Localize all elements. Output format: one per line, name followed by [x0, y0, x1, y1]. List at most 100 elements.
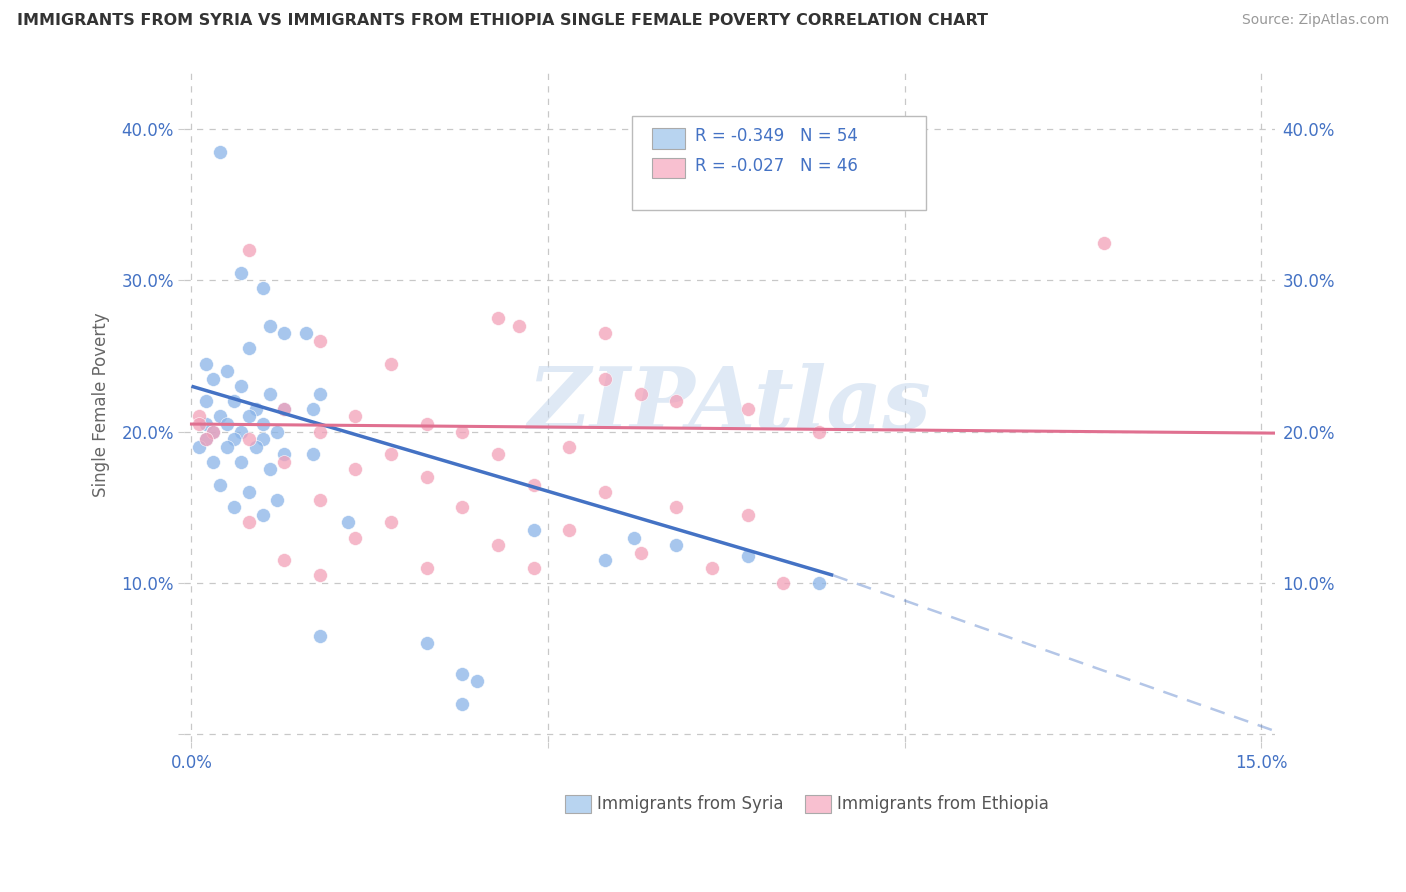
Point: [201, 425, 224, 439]
FancyBboxPatch shape: [806, 795, 831, 814]
Point: [451, 697, 474, 711]
Point: [201, 425, 224, 439]
Point: [523, 523, 546, 537]
Point: [273, 326, 295, 341]
Point: [344, 462, 367, 476]
Point: [665, 538, 688, 552]
Point: [217, 417, 239, 431]
FancyBboxPatch shape: [652, 128, 685, 149]
Text: Immigrants from Ethiopia: Immigrants from Ethiopia: [837, 795, 1049, 813]
Point: [523, 477, 546, 491]
Point: [593, 553, 616, 567]
Point: [344, 531, 367, 545]
Point: [238, 342, 260, 356]
Point: [238, 485, 260, 500]
Point: [238, 409, 260, 424]
Point: [252, 417, 274, 431]
Point: [208, 145, 231, 159]
Point: [737, 508, 759, 522]
Point: [486, 311, 509, 326]
Text: IMMIGRANTS FROM SYRIA VS IMMIGRANTS FROM ETHIOPIA SINGLE FEMALE POVERTY CORRELAT: IMMIGRANTS FROM SYRIA VS IMMIGRANTS FROM…: [17, 13, 988, 29]
Point: [737, 401, 759, 416]
Point: [308, 629, 330, 643]
Point: [337, 516, 360, 530]
Point: [308, 334, 330, 348]
Point: [217, 440, 239, 454]
Point: [451, 425, 474, 439]
Point: [772, 575, 794, 590]
Point: [194, 394, 217, 409]
Point: [194, 432, 217, 446]
Point: [308, 568, 330, 582]
Point: [558, 523, 581, 537]
Point: [486, 447, 509, 461]
FancyBboxPatch shape: [652, 158, 685, 178]
Point: [416, 470, 439, 484]
Point: [301, 401, 323, 416]
Point: [807, 425, 830, 439]
Point: [259, 386, 281, 401]
Point: [273, 401, 295, 416]
Point: [252, 432, 274, 446]
Point: [630, 546, 652, 560]
Point: [807, 575, 830, 590]
Point: [252, 281, 274, 295]
Point: [217, 364, 239, 378]
Point: [558, 440, 581, 454]
Point: [208, 409, 231, 424]
Point: [380, 447, 402, 461]
Point: [273, 401, 295, 416]
Point: [238, 516, 260, 530]
Y-axis label: Single Female Poverty: Single Female Poverty: [93, 313, 110, 498]
Point: [593, 485, 616, 500]
Point: [252, 508, 274, 522]
Point: [1092, 235, 1115, 250]
Point: [273, 553, 295, 567]
Point: [308, 386, 330, 401]
Point: [194, 357, 217, 371]
Point: [231, 455, 253, 469]
Point: [245, 401, 267, 416]
Point: [380, 516, 402, 530]
Point: [593, 372, 616, 386]
Point: [187, 409, 209, 424]
Point: [630, 386, 652, 401]
Point: [737, 549, 759, 563]
Point: [266, 425, 288, 439]
Point: [451, 500, 474, 515]
Point: [273, 447, 295, 461]
Point: [224, 432, 246, 446]
Point: [194, 432, 217, 446]
Point: [201, 455, 224, 469]
Point: [194, 417, 217, 431]
Point: [224, 500, 246, 515]
Point: [700, 561, 723, 575]
Point: [201, 372, 224, 386]
Point: [259, 318, 281, 333]
Point: [486, 538, 509, 552]
Point: [273, 455, 295, 469]
Point: [259, 462, 281, 476]
Point: [416, 417, 439, 431]
Point: [523, 561, 546, 575]
Point: [380, 357, 402, 371]
Point: [623, 531, 645, 545]
Point: [187, 440, 209, 454]
FancyBboxPatch shape: [631, 116, 927, 210]
Point: [208, 477, 231, 491]
Point: [593, 326, 616, 341]
Point: [451, 666, 474, 681]
Point: [231, 266, 253, 280]
Point: [238, 243, 260, 257]
Point: [665, 500, 688, 515]
Point: [308, 492, 330, 507]
Point: [465, 674, 488, 689]
Point: [224, 394, 246, 409]
Point: [294, 326, 316, 341]
Point: [416, 561, 439, 575]
Text: R = -0.349   N = 54: R = -0.349 N = 54: [695, 127, 858, 145]
Point: [266, 492, 288, 507]
Point: [187, 417, 209, 431]
Point: [245, 440, 267, 454]
Point: [231, 425, 253, 439]
